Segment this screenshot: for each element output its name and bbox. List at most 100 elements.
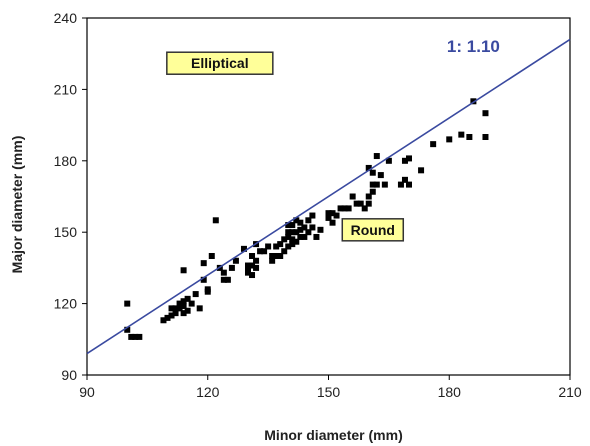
data-point (277, 253, 284, 259)
y-tick-label: 240 (54, 10, 78, 26)
reference-line-label: 1: 1.10 (447, 37, 500, 56)
data-point (196, 305, 203, 312)
y-tick-label: 180 (54, 153, 78, 169)
y-tick-label: 150 (54, 224, 78, 240)
data-point (369, 181, 376, 188)
x-tick-label: 120 (196, 384, 220, 400)
data-point (325, 214, 332, 221)
data-point (245, 262, 251, 269)
data-point (365, 193, 372, 200)
data-point (482, 110, 489, 117)
data-point (301, 224, 308, 231)
data-point (325, 210, 332, 217)
data-point (373, 153, 380, 160)
data-point (224, 276, 231, 283)
data-point (180, 298, 187, 305)
x-tick-label: 210 (558, 384, 582, 400)
data-point (192, 291, 199, 298)
data-point (301, 233, 308, 240)
x-axis-title: Minor diameter (mm) (264, 427, 402, 443)
data-point (172, 310, 179, 317)
data-point (176, 305, 183, 312)
data-point (200, 276, 207, 283)
x-tick-label: 150 (317, 384, 341, 400)
data-point (180, 302, 187, 309)
data-point (285, 243, 292, 250)
data-point (232, 257, 239, 264)
data-point (466, 134, 473, 140)
data-point (317, 226, 324, 233)
data-point (289, 229, 296, 236)
data-point (430, 141, 437, 148)
data-point (361, 205, 368, 212)
data-point (269, 257, 276, 264)
data-point (249, 262, 256, 269)
data-point (458, 131, 465, 138)
data-point (249, 253, 256, 259)
data-point (253, 257, 260, 264)
data-point (297, 226, 304, 233)
data-point (349, 193, 356, 200)
data-point (293, 229, 300, 236)
data-point (337, 205, 344, 212)
data-point (365, 164, 372, 171)
data-point (204, 286, 211, 293)
data-point (208, 253, 215, 259)
data-point (418, 167, 425, 174)
data-point (313, 233, 320, 240)
data-point (285, 233, 292, 240)
data-point (253, 264, 260, 271)
data-point (180, 310, 187, 317)
data-point (132, 333, 139, 340)
data-point (309, 212, 316, 219)
data-point (249, 272, 256, 279)
annotation-label: Elliptical (191, 55, 249, 71)
data-point (128, 333, 135, 340)
data-point (397, 181, 404, 188)
data-point (228, 264, 235, 271)
data-point (373, 181, 380, 188)
x-tick-label: 90 (79, 384, 95, 400)
data-point (329, 210, 336, 217)
data-point (341, 205, 348, 212)
data-point (180, 267, 187, 274)
data-point (176, 300, 183, 307)
data-point (385, 157, 392, 164)
data-point (160, 317, 167, 324)
data-point (240, 245, 247, 252)
data-point (124, 326, 131, 333)
annotation-box (166, 51, 274, 75)
data-point (273, 253, 280, 259)
data-point (257, 248, 264, 255)
data-point (265, 243, 272, 250)
data-point (345, 205, 352, 212)
annotation-box (341, 218, 405, 242)
data-point (245, 267, 251, 274)
reference-line (86, 38, 571, 355)
data-point (164, 314, 171, 321)
data-point (406, 181, 412, 188)
data-point (261, 248, 268, 255)
data-point (277, 241, 284, 248)
data-point (357, 200, 364, 207)
data-point (289, 241, 296, 248)
data-point (289, 222, 296, 229)
data-point (329, 219, 336, 226)
data-point (188, 300, 195, 307)
data-point (446, 136, 453, 143)
y-tick-label: 210 (54, 81, 78, 97)
annotation-label: Round (351, 222, 395, 238)
data-point (184, 295, 191, 302)
data-point (297, 233, 304, 240)
data-point (305, 217, 312, 224)
data-point (269, 253, 276, 259)
data-point (297, 219, 304, 226)
data-point (212, 217, 219, 224)
data-point (172, 305, 179, 312)
data-point (381, 181, 388, 188)
data-point (281, 236, 288, 243)
data-point (333, 212, 340, 219)
data-point (168, 305, 175, 312)
data-point (168, 312, 175, 319)
data-point (184, 307, 191, 314)
